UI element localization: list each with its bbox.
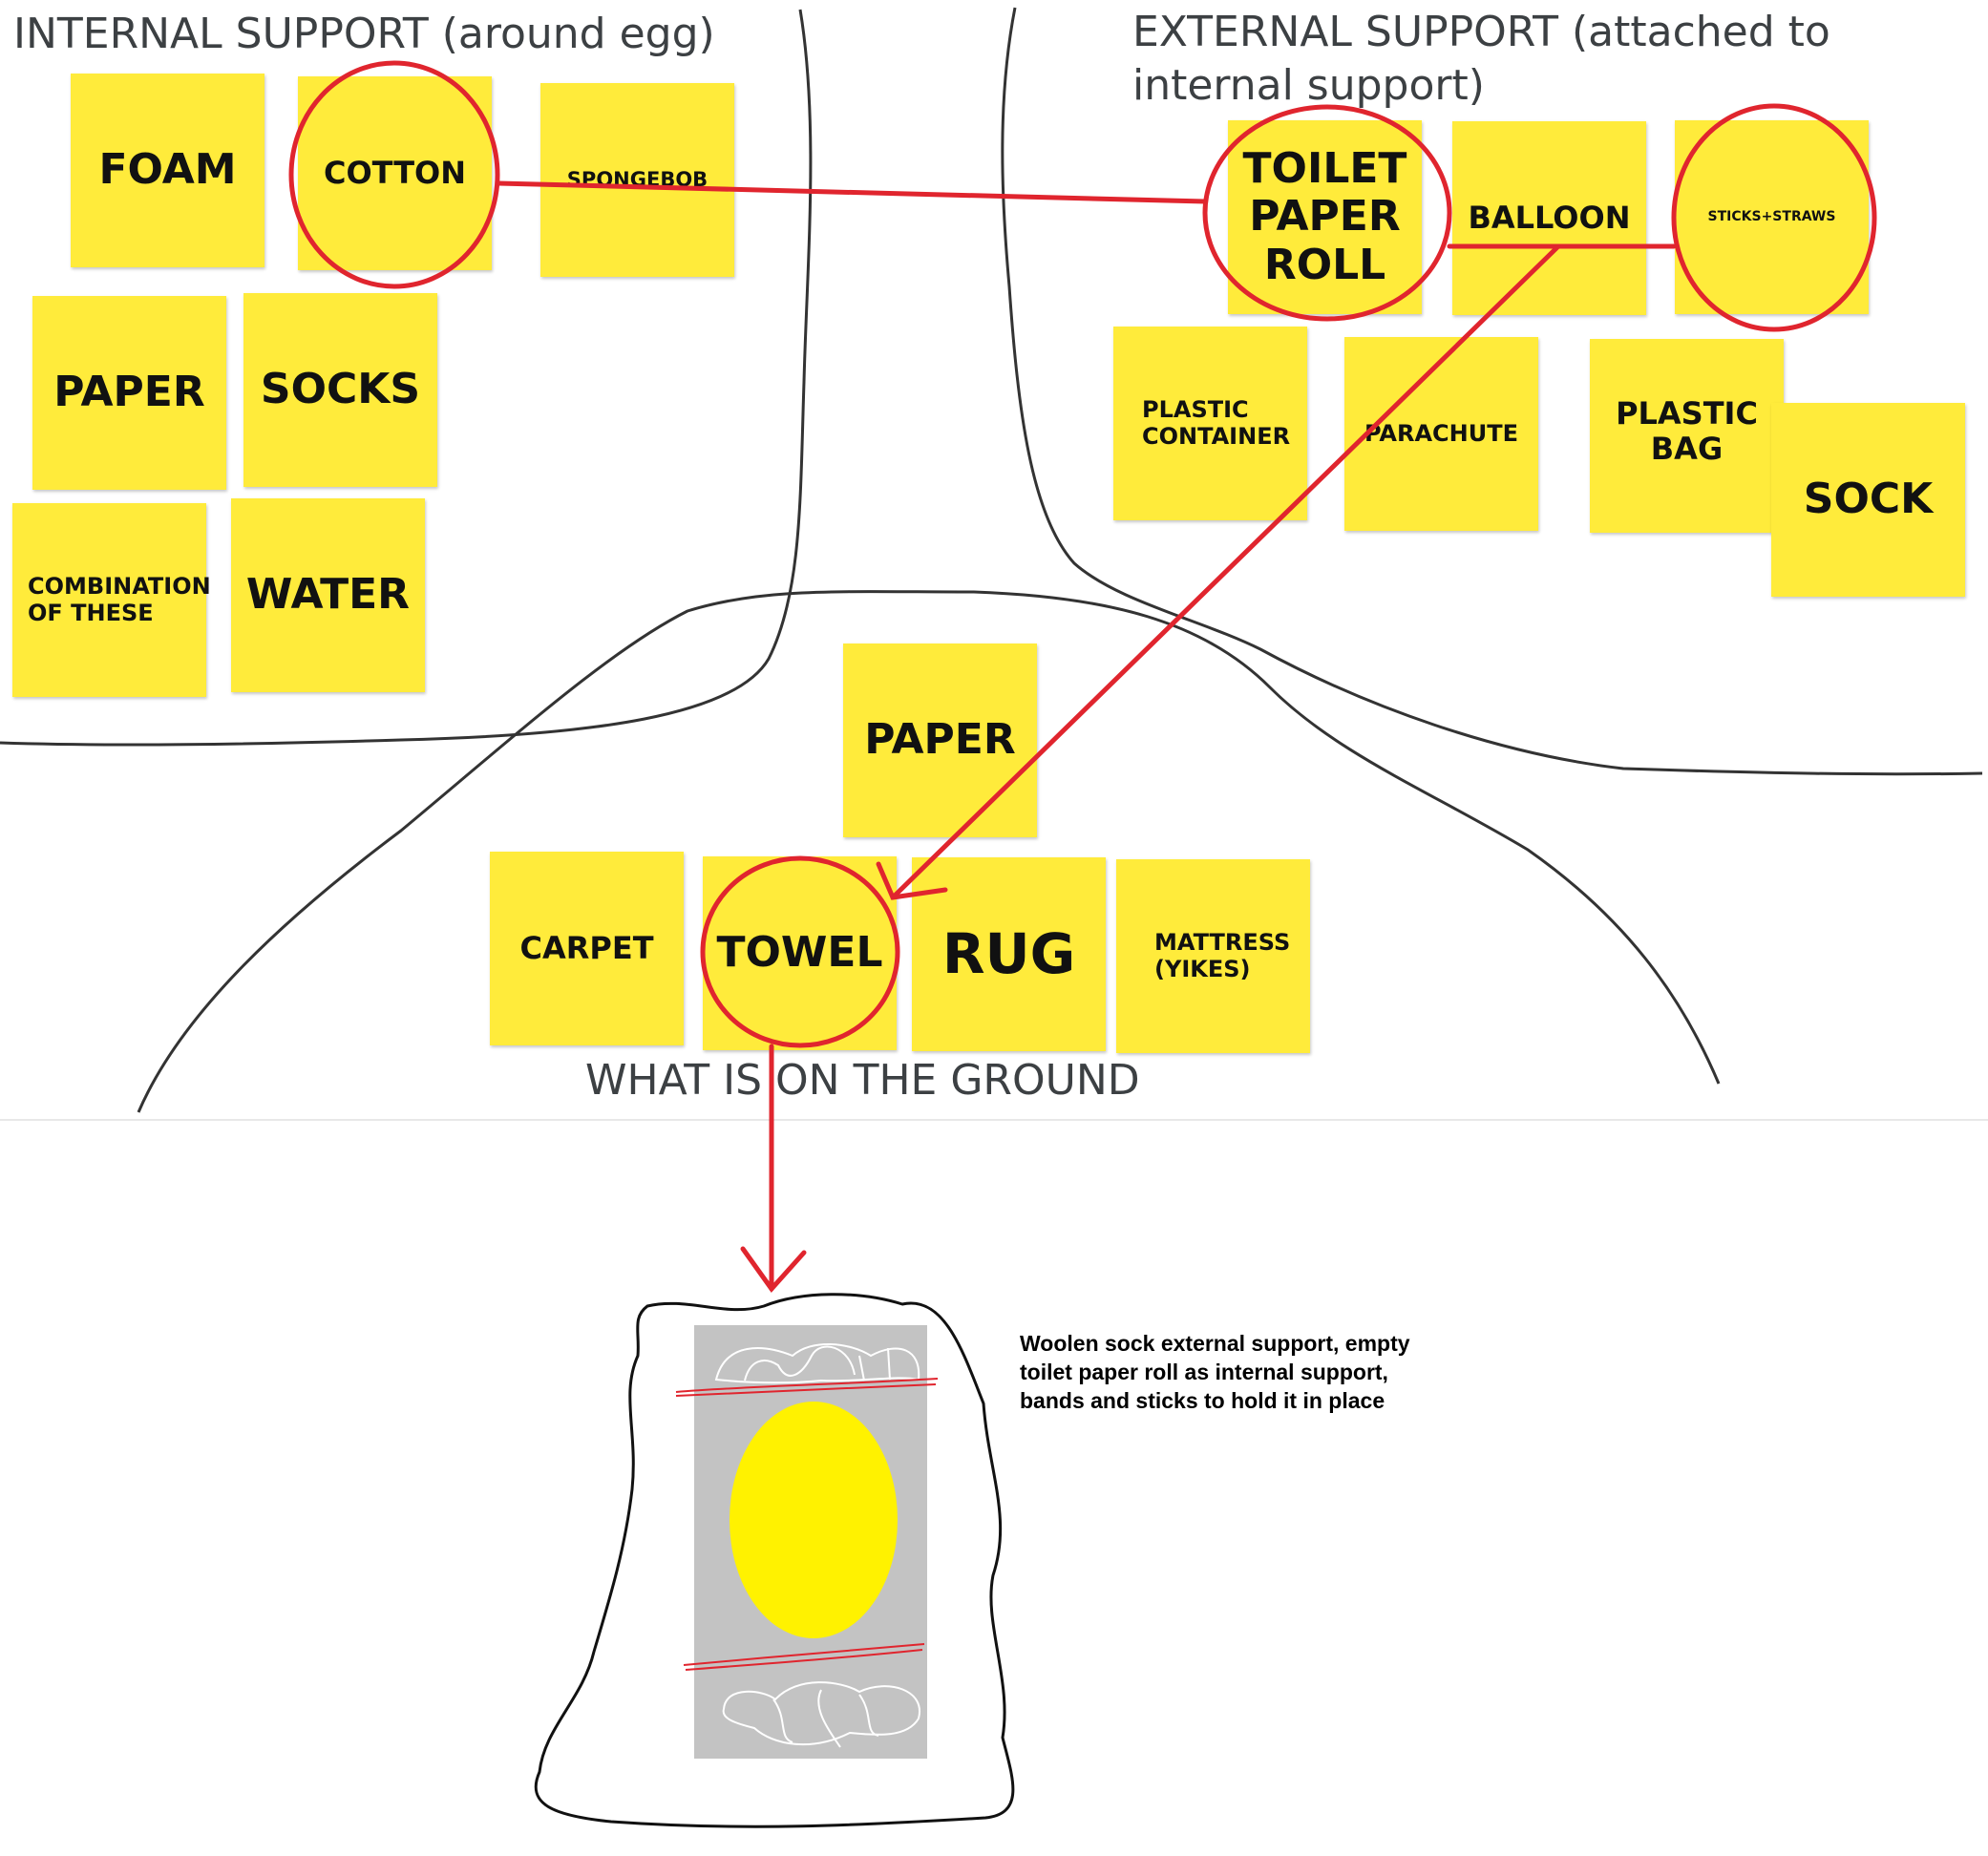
note-sock[interactable]: SOCK (1771, 403, 1965, 597)
sticks-straws-selection-circle (1671, 103, 1877, 332)
note-spongebob[interactable]: SPONGEBOB (540, 83, 734, 277)
note-cotton[interactable]: COTTON (298, 76, 492, 270)
divider-curve-left (0, 9, 813, 747)
rubber-bands (675, 1378, 939, 1671)
sticks-scribble-bottom (722, 1681, 921, 1748)
egg-shape (730, 1402, 898, 1638)
sketch-caption: Woolen sock external support, empty toil… (1020, 1331, 1410, 1413)
divider-curve-ground (137, 590, 1721, 1113)
note-socks[interactable]: SOCKS (243, 293, 437, 487)
note-carpet[interactable]: CARPET (490, 852, 684, 1045)
external-support-heading: EXTERNAL SUPPORT (attached to internal s… (1132, 6, 1830, 113)
divider-curve-right (1001, 7, 1983, 776)
note-towel[interactable]: TOWEL (703, 856, 897, 1050)
internal-support-heading: INTERNAL SUPPORT (around egg) (13, 10, 715, 58)
ground-heading: WHAT IS ON THE GROUND (585, 1056, 1140, 1105)
sticks-scribble-top (714, 1343, 920, 1384)
note-sticks-straws[interactable]: STICKS+STRAWS (1675, 120, 1869, 314)
arrow-head-towel (876, 861, 948, 900)
note-toilet-paper-roll[interactable]: TOILET PAPER ROLL (1228, 120, 1422, 314)
note-foam[interactable]: FOAM (71, 74, 264, 267)
external-heading-line-2: internal support) (1132, 61, 1485, 110)
section-divider (0, 1119, 1988, 1121)
external-heading-line-1: EXTERNAL SUPPORT (attached to (1132, 8, 1830, 56)
note-plastic-bag[interactable]: PLASTIC BAG (1590, 339, 1784, 533)
note-plastic-container[interactable]: PLASTIC CONTAINER (1113, 327, 1307, 520)
towel-selection-circle (700, 855, 900, 1048)
note-paper-internal[interactable]: PAPER (32, 296, 226, 490)
arrow-head-sketch (740, 1246, 807, 1293)
note-parachute[interactable]: PARACHUTE (1344, 337, 1538, 531)
toilet-roll-selection-circle (1202, 104, 1452, 322)
note-balloon[interactable]: BALLOON (1452, 121, 1646, 315)
arrow-to-towel (890, 243, 1561, 900)
egg-device-sketch (534, 1293, 1015, 1828)
note-water[interactable]: WATER (231, 498, 425, 692)
note-combination[interactable]: COMBINATION OF THESE (12, 503, 211, 697)
connector-cotton-to-roll (496, 180, 1208, 204)
note-paper-ground[interactable]: PAPER (843, 643, 1037, 837)
cotton-selection-circle (288, 60, 500, 289)
note-mattress[interactable]: MATTRESS (YIKES) (1116, 859, 1310, 1053)
